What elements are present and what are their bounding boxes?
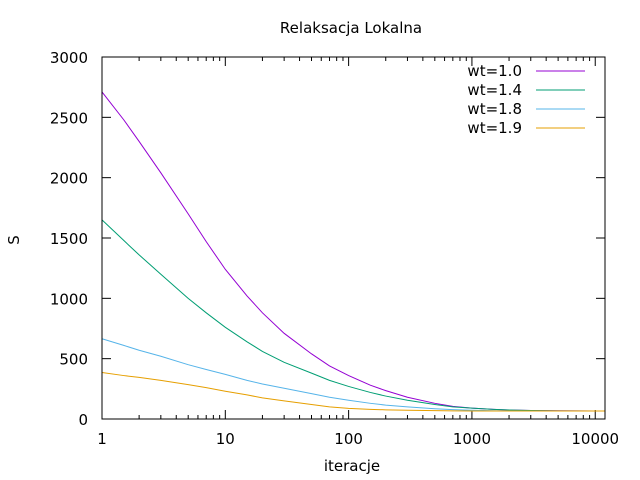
x-tick-label: 10 — [216, 430, 235, 448]
series-lines — [101, 91, 605, 412]
x-axis-label: iteracje — [324, 457, 380, 475]
legend-label-2: wt=1.4 — [467, 81, 522, 99]
y-tick-label: 1500 — [50, 230, 88, 248]
legend-label-4: wt=1.9 — [467, 119, 522, 137]
y-tick-label: 2000 — [50, 170, 88, 188]
y-tick-label: 1000 — [50, 290, 88, 308]
legend-label-1: wt=1.0 — [467, 62, 522, 80]
series-line-3 — [101, 338, 605, 412]
x-tick-label: 1000 — [453, 430, 491, 448]
x-tick-label: 10000 — [571, 430, 619, 448]
x-tick-label: 1 — [97, 430, 107, 448]
y-tick-label: 500 — [59, 351, 88, 369]
axis-tick-labels: 0 500 1000 1500 2000 2500 3000 1 10 100 1000 10000 — [50, 49, 619, 448]
y-tick-label: 0 — [78, 411, 88, 429]
legend-label-3: wt=1.8 — [467, 100, 522, 118]
chart-title: Relaksacja Lokalna — [280, 19, 422, 37]
plot-frame — [101, 56, 606, 420]
series-line-2 — [101, 219, 605, 412]
series-line-1 — [101, 91, 605, 412]
y-axis-label: S — [5, 235, 23, 245]
x-tick-label: 100 — [334, 430, 363, 448]
series-line-4 — [101, 372, 605, 412]
axis-ticks — [101, 56, 605, 420]
legend: wt=1.0wt=1.4wt=1.8wt=1.9 — [467, 62, 585, 137]
y-tick-label: 3000 — [50, 49, 88, 67]
y-tick-label: 2500 — [50, 109, 88, 127]
